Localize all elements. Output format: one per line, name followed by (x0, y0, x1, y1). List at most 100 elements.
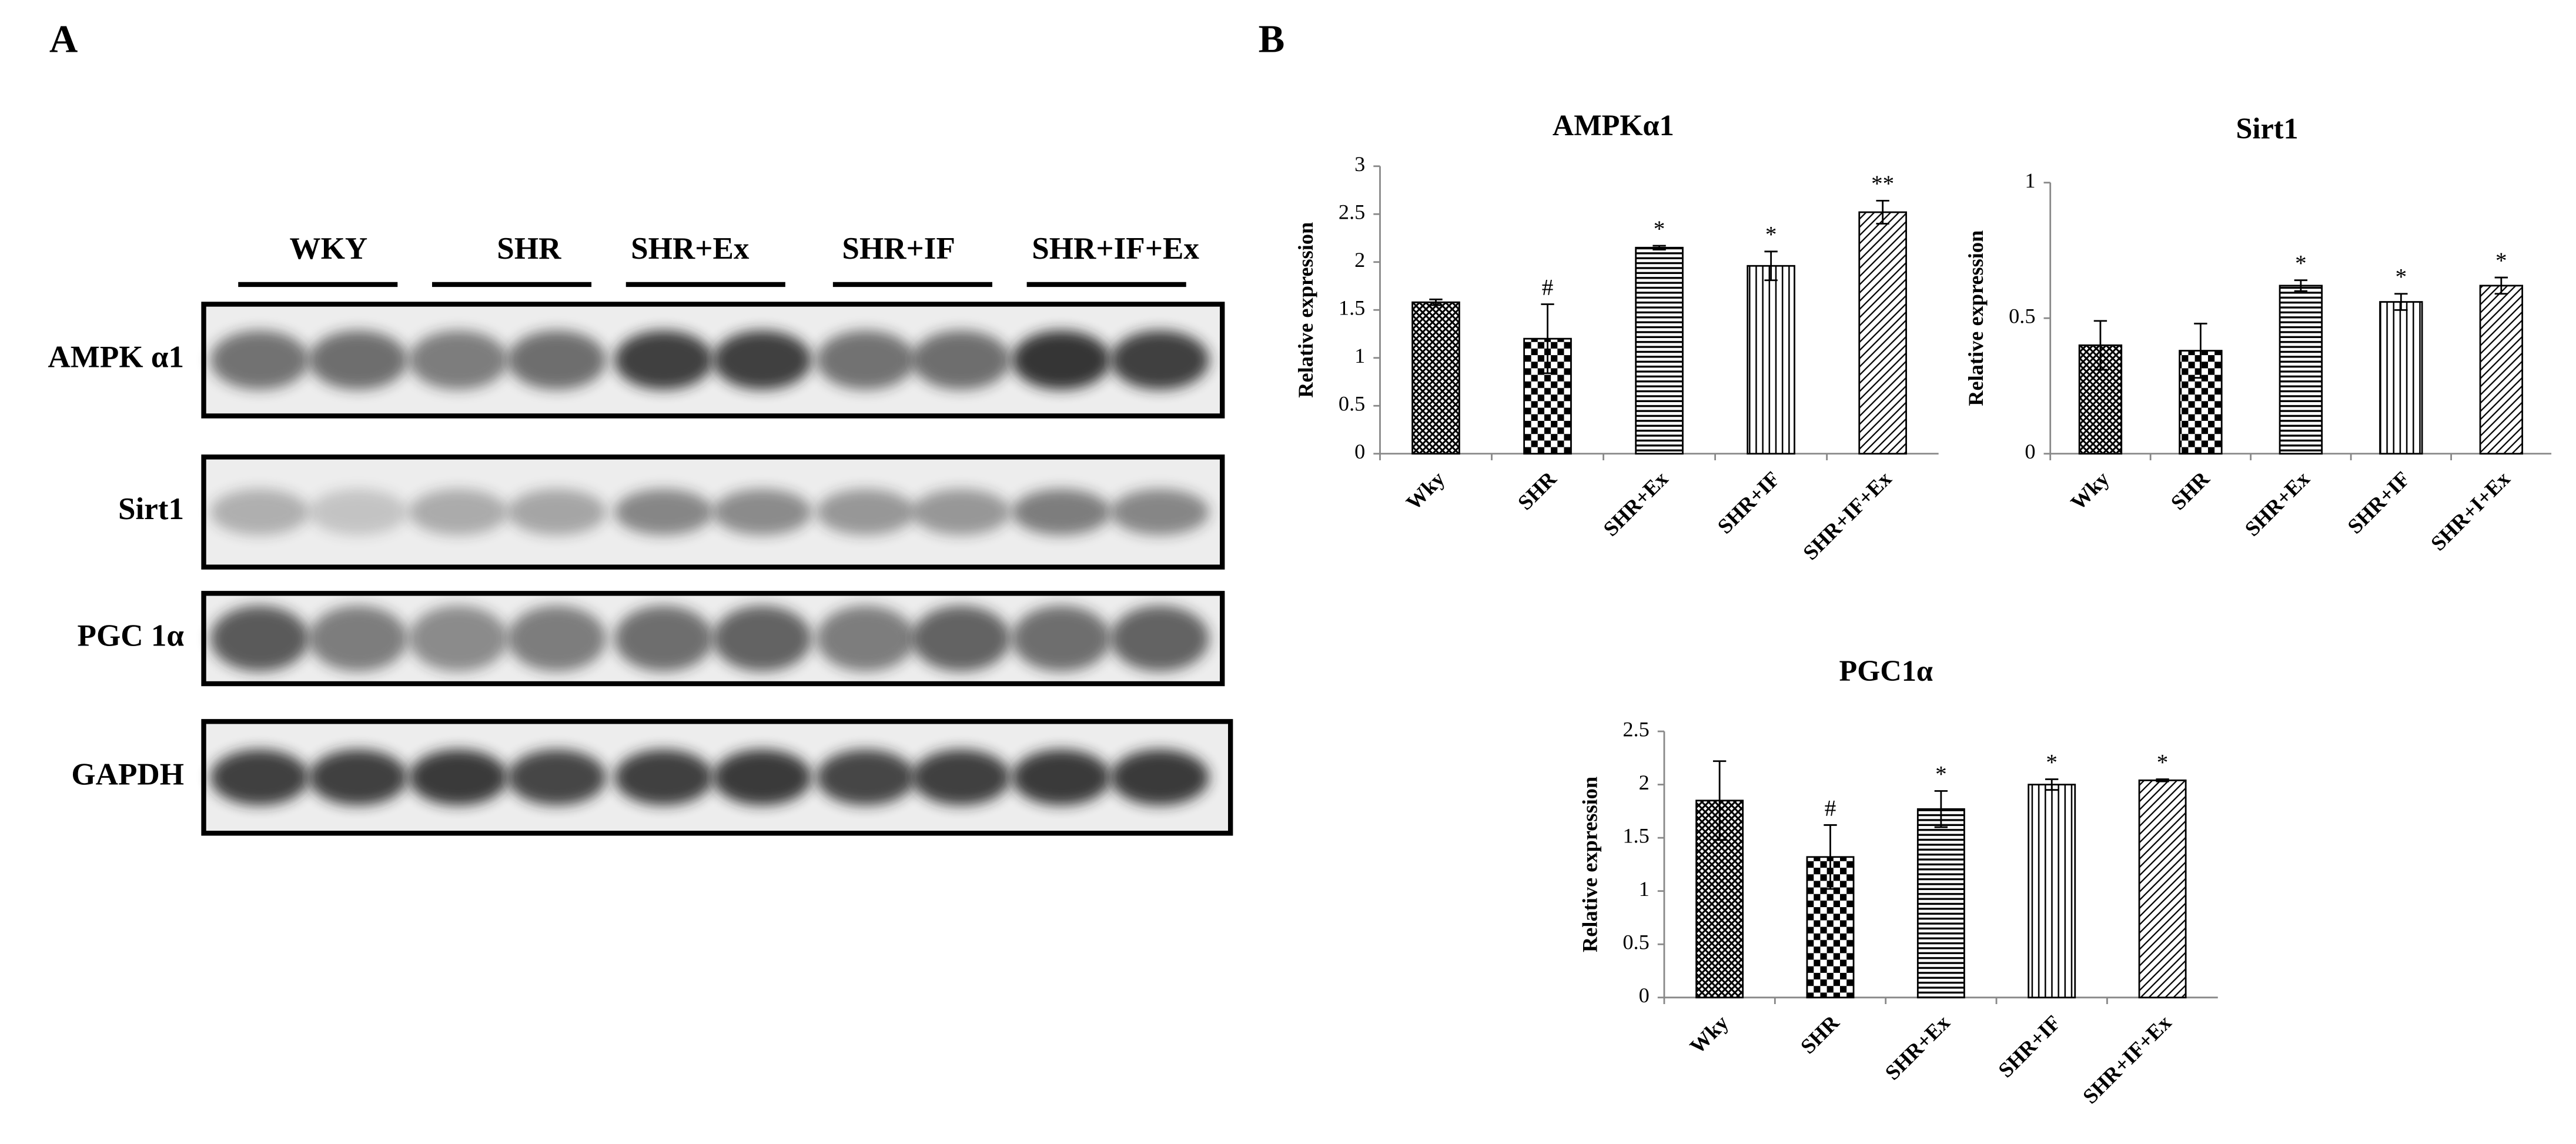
group-label: WKY (290, 232, 368, 266)
blot-band (1110, 749, 1209, 805)
y-tick-label: 0 (1354, 440, 1365, 463)
significance-marker: * (2295, 251, 2307, 276)
blot-band (1110, 330, 1209, 390)
error-bar (2494, 276, 2508, 295)
y-tick-label: 3 (1354, 152, 1365, 176)
x-tick-label: SHR (2166, 467, 2214, 515)
significance-marker: * (1765, 222, 1777, 247)
error-bar (1876, 200, 1889, 225)
blot-band (1110, 489, 1209, 536)
blot-band (614, 330, 713, 390)
blot-band (210, 330, 309, 390)
y-tick-label: 2.5 (1339, 200, 1365, 224)
group-label: SHR+Ex (631, 232, 750, 266)
error-bar (1429, 298, 1443, 306)
blot-band (1012, 606, 1111, 672)
significance-marker: # (1825, 795, 1836, 821)
bar-chart: AMPKα1 Relative expression 0 0.5 1 1.5 2 2.5 3 Wk… (1294, 109, 1939, 564)
significance-marker: # (1542, 275, 1554, 300)
bar (2479, 285, 2524, 455)
blot-band (1012, 749, 1111, 805)
blot-band (912, 330, 1011, 390)
bar-chart: Sirt1 Relative expression 0 0.5 1 Wky SHR * SHR+… (1964, 112, 2552, 556)
y-tick-label: 0 (2025, 440, 2035, 463)
bar (2028, 784, 2076, 999)
error-bar (2045, 778, 2059, 791)
x-tick-label: SHR+Ex (1881, 1011, 1955, 1085)
blot-band (409, 606, 508, 672)
protein-label: PGC 1α (78, 618, 185, 653)
blot-band (507, 330, 607, 390)
blot-band (309, 606, 408, 672)
x-tick-label: SHR (1513, 467, 1561, 515)
blot-band (816, 489, 915, 536)
blot-band (309, 749, 408, 805)
x-tick-label: SHR+IF (1994, 1011, 2065, 1082)
blot-band (712, 489, 812, 536)
bar (1858, 211, 1907, 455)
blot-band (614, 489, 713, 536)
bar (2279, 285, 2323, 455)
y-tick-label: 1 (1639, 877, 1650, 901)
y-tick-label: 1.5 (1622, 824, 1649, 848)
group-label: SHR+IF (842, 232, 955, 266)
western-blot: WKY SHR SHR+Ex SHR+IF SHR+IF+Ex AMPK α1 Sirt1 P… (48, 232, 1233, 836)
bar (2379, 301, 2423, 455)
bar (1635, 246, 1684, 455)
x-tick-label: SHR+IF (1713, 467, 1784, 538)
error-bar (2294, 279, 2308, 292)
blot-band (912, 606, 1011, 672)
blot-band (507, 489, 607, 536)
bar (1411, 301, 1460, 455)
significance-marker: * (2157, 750, 2169, 775)
blot-band (912, 489, 1011, 536)
blot-band (1110, 606, 1209, 672)
chart-title: Sirt1 (2236, 112, 2299, 145)
x-tick-label: Wky (2066, 467, 2114, 514)
x-tick-label: Wky (1401, 467, 1449, 514)
protein-label: AMPK α1 (48, 340, 184, 374)
x-tick-label: SHR+Ex (1599, 467, 1673, 541)
y-tick-label: 1 (1354, 344, 1365, 367)
y-tick-label: 0.5 (1339, 392, 1365, 416)
panel-label: B (1259, 17, 1285, 61)
blot-band (507, 749, 607, 805)
blot-band (507, 606, 607, 672)
error-bar (2156, 778, 2169, 782)
significance-marker: * (2396, 265, 2407, 290)
y-axis-label: Relative expression (1294, 222, 1317, 398)
bar (2138, 779, 2187, 999)
blot-band (210, 489, 309, 536)
error-bar (2194, 323, 2207, 379)
error-bar (1934, 790, 1948, 828)
y-tick-label: 1.5 (1339, 296, 1365, 320)
chart-title: AMPKα1 (1553, 109, 1674, 142)
error-bar (1652, 245, 1666, 250)
blot-band (712, 606, 812, 672)
significance-marker: * (1935, 761, 1947, 787)
x-tick-label: SHR (1796, 1011, 1844, 1059)
x-tick-label: Wky (1685, 1011, 1733, 1058)
error-bar (1824, 824, 1837, 890)
x-tick-label: SHR+Ex (2240, 467, 2314, 541)
panel-label: A (49, 17, 78, 61)
error-bar (1541, 303, 1554, 374)
blot-band (712, 749, 812, 805)
bar (1747, 265, 1795, 455)
group-label: SHR+IF+Ex (1032, 232, 1199, 266)
y-tick-label: 1 (2025, 169, 2035, 192)
x-tick-label: SHR+IF (2343, 467, 2414, 538)
blot-band (816, 606, 915, 672)
x-tick-label: SHR+IF+Ex (1798, 467, 1896, 564)
y-axis-label: Relative expression (1964, 230, 1988, 406)
blot-band (210, 749, 309, 805)
y-tick-label: 0.5 (2009, 305, 2035, 328)
blot-band (409, 330, 508, 390)
significance-marker: * (1654, 216, 1665, 242)
blot-band (210, 606, 309, 672)
blot-frame (201, 454, 1225, 570)
blot-band (614, 749, 713, 805)
group-label: SHR (497, 232, 561, 266)
blot-frame (201, 302, 1225, 419)
